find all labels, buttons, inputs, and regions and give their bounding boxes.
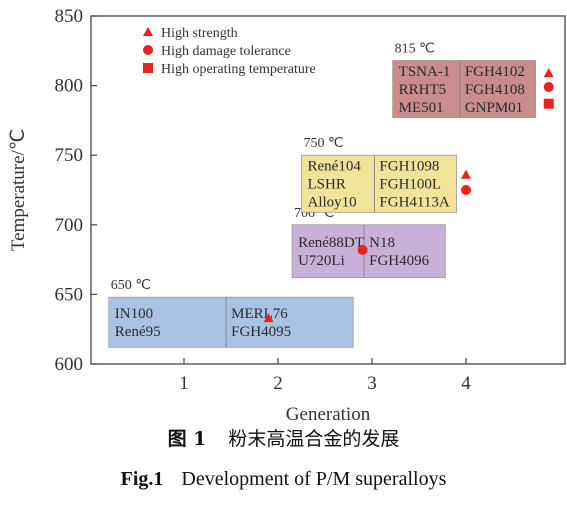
alloy-group: TSNA-1 RRHT5 ME501 FGH4102 FGH4108 GNPM01 815 … <box>392 42 536 119</box>
caption-en-text: Development of P/M superalloys <box>181 468 447 490</box>
temperature-label: 650 ℃ <box>111 278 151 293</box>
alloy-name: FGH1098 <box>379 159 439 175</box>
caption-en-label: Fig.1 <box>120 468 164 490</box>
y-tick-label: 750 <box>55 145 84 166</box>
alloy-name: FGH4096 <box>369 253 430 269</box>
alloy-name: LSHR <box>308 177 346 193</box>
axis-ticks: 1 2 3 4 600 650 700 750 800 850 <box>55 6 472 394</box>
square-marker <box>543 98 554 109</box>
triangle-marker <box>543 68 554 78</box>
triangle-marker <box>461 169 471 179</box>
legend-label: High strength <box>161 26 238 41</box>
x-axis-title: Generation <box>286 404 371 420</box>
alloy-box <box>291 224 446 279</box>
alloy-name: FGH100L <box>379 177 441 193</box>
alloy-box <box>392 60 536 119</box>
alloy-name: René104 <box>308 159 362 175</box>
y-axis-title: Temperature/℃ <box>8 129 29 251</box>
y-tick-label: 650 <box>55 284 84 305</box>
alloy-box <box>301 154 458 213</box>
y-tick-label: 600 <box>55 354 84 375</box>
alloy-group: René104 LSHR Alloy10 FGH1098 FGH100L FGH4113A… <box>301 136 458 213</box>
y-tick-label: 800 <box>55 76 84 97</box>
alloy-name: U720Li <box>298 253 345 269</box>
legend: High strength High damage tolerance High o… <box>143 26 316 77</box>
legend-square-marker <box>143 63 153 73</box>
alloy-name: GNPM01 <box>465 100 523 116</box>
circle-marker <box>461 185 471 195</box>
alloy-name: René88DT <box>298 235 364 251</box>
legend-triangle-marker <box>143 27 153 36</box>
circle-marker <box>543 81 554 92</box>
alloy-name: René95 <box>115 324 161 340</box>
temperature-label: 750 ℃ <box>304 136 344 151</box>
caption-cn-text: 粉末高温合金的发展 <box>228 428 400 450</box>
alloy-name: RRHT5 <box>399 82 447 98</box>
alloy-name: MERL76 <box>231 306 288 322</box>
alloy-name: TSNA-1 <box>399 64 451 80</box>
chart: IN100 René95 MERL76 FGH4095 650 ℃ René88DT U72… <box>8 6 566 420</box>
x-tick-label: 2 <box>273 373 283 394</box>
alloy-groups: IN100 René95 MERL76 FGH4095 650 ℃ René88DT U72… <box>108 42 536 348</box>
x-tick-label: 3 <box>367 373 377 394</box>
plot-frame <box>90 15 566 365</box>
alloy-name: FGH4113A <box>379 195 449 211</box>
alloy-name: FGH4102 <box>465 64 525 80</box>
alloy-name: ME501 <box>399 100 444 116</box>
caption-english: Fig.1 Development of P/M superalloys <box>0 468 567 491</box>
legend-label: High operating temperature <box>161 62 316 77</box>
x-tick-label: 1 <box>179 373 189 394</box>
markers <box>263 68 554 323</box>
alloy-box <box>108 296 354 348</box>
temperature-label: 815 ℃ <box>395 42 435 57</box>
circle-marker <box>357 244 368 255</box>
alloy-name: N18 <box>369 235 395 251</box>
legend-label: High damage tolerance <box>161 44 291 59</box>
legend-circle-marker <box>143 45 153 55</box>
alloy-name: FGH4108 <box>465 82 525 98</box>
y-tick-label: 850 <box>55 6 84 27</box>
alloy-name: IN100 <box>115 306 153 322</box>
alloy-name: FGH4095 <box>231 324 291 340</box>
alloy-name: Alloy10 <box>308 195 357 211</box>
x-tick-label: 4 <box>461 373 471 394</box>
caption-chinese: 图 1 粉末高温合金的发展 <box>0 424 567 451</box>
alloy-group: IN100 René95 MERL76 FGH4095 650 ℃ <box>108 278 354 348</box>
y-tick-label: 700 <box>55 215 84 236</box>
triangle-marker <box>263 313 274 323</box>
caption-cn-label: 图 1 <box>167 428 207 450</box>
